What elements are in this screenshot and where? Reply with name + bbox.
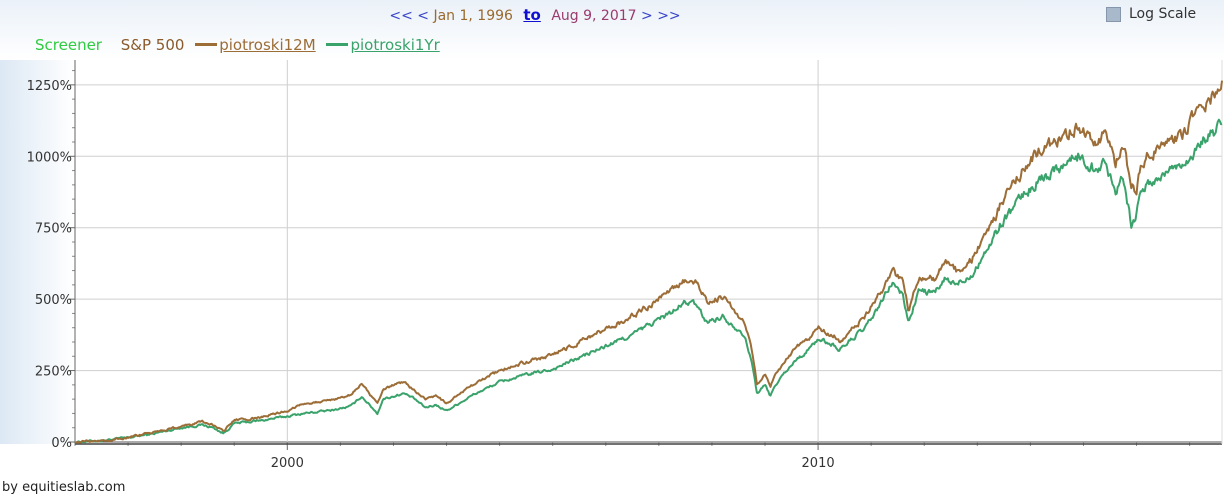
next-button[interactable]: > xyxy=(641,8,653,24)
series-layer xyxy=(74,80,1223,444)
next-fast-button[interactable]: >> xyxy=(657,8,681,24)
grid xyxy=(75,60,1222,443)
x-tick-label: 2010 xyxy=(802,456,835,471)
legend-piotroski1yr[interactable]: piotroski1Yr xyxy=(350,36,440,54)
series-line-piotroski1yr xyxy=(75,118,1223,444)
legend-swatch-piotroski12m xyxy=(195,42,218,46)
legend: Screener S&P 500 piotroski12M piotroski1… xyxy=(35,36,454,54)
axes: 0% 250% 500% 750% 1000% 1250% 2000 2010 xyxy=(27,60,1223,471)
y-tick-label: 0% xyxy=(51,436,72,451)
footer-credit: by equitieslab.com xyxy=(2,480,126,495)
log-scale-toggle[interactable]: Log Scale xyxy=(1106,6,1196,22)
date-range-nav: << < Jan 1, 1996 to Aug 9, 2017 > >> xyxy=(0,6,1070,24)
legend-swatch-piotroski1yr xyxy=(326,42,349,46)
to-link[interactable]: to xyxy=(523,6,541,24)
legend-screener[interactable]: Screener xyxy=(35,36,102,54)
prev-button[interactable]: < xyxy=(417,8,429,24)
y-axis-panel xyxy=(0,60,74,444)
legend-benchmark[interactable]: S&P 500 xyxy=(120,36,185,54)
toolbar: << < Jan 1, 1996 to Aug 9, 2017 > >> Log… xyxy=(0,0,1224,60)
y-tick-label: 250% xyxy=(35,365,72,380)
end-date[interactable]: Aug 9, 2017 xyxy=(551,8,637,24)
log-scale-label: Log Scale xyxy=(1129,6,1197,22)
y-tick-label: 750% xyxy=(35,222,72,237)
line-chart: 0% 250% 500% 750% 1000% 1250% 2000 2010 xyxy=(27,60,1223,471)
legend-piotroski12m[interactable]: piotroski12M xyxy=(219,36,316,54)
log-scale-checkbox[interactable] xyxy=(1106,6,1121,22)
series-line-piotroski12m xyxy=(74,80,1223,444)
y-tick-label: 1000% xyxy=(27,150,72,165)
y-tick-label: 1250% xyxy=(27,79,72,94)
y-tick-label: 500% xyxy=(35,293,72,308)
prev-fast-button[interactable]: << xyxy=(389,8,413,24)
start-date[interactable]: Jan 1, 1996 xyxy=(433,8,513,24)
x-tick-label: 2000 xyxy=(271,456,304,471)
